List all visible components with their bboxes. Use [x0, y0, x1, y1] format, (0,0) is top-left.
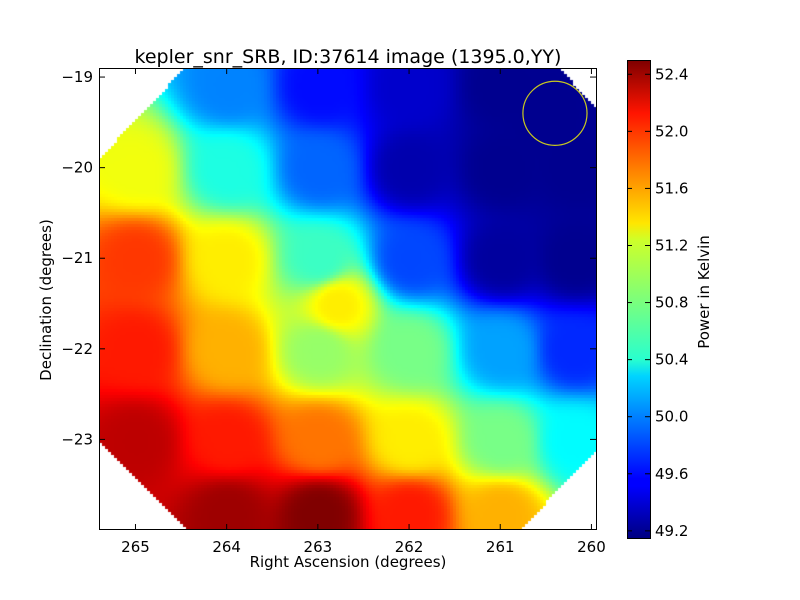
colorbar-tick-label: 49.6: [655, 465, 688, 483]
y-tick-label: −20: [61, 159, 93, 177]
y-axis-label: Declination (degrees): [37, 219, 55, 381]
colorbar-tick-label: 49.2: [655, 522, 688, 540]
colorbar-ticks: 49.2 49.6 50.0 50.4 50.8 51.2 51.6 52.0 52.4: [627, 65, 688, 540]
heatmap-image: [99, 68, 596, 530]
x-tick-label: 264: [212, 538, 241, 556]
y-tick-label: −22: [61, 340, 93, 358]
colorbar-tick-label: 50.4: [655, 351, 688, 369]
colorbar-tick-label: 52.0: [655, 122, 688, 140]
colorbar-label: Power in Kelvin: [695, 235, 713, 349]
colorbar-tick-label: 51.2: [655, 236, 688, 254]
x-tick-label: 262: [395, 538, 424, 556]
chart-title: kepler_snr_SRB, ID:37614 image (1395.0,Y…: [135, 46, 562, 68]
x-axis-label: Right Ascension (degrees): [250, 553, 447, 571]
x-tick-label: 265: [121, 538, 150, 556]
colorbar: [627, 60, 651, 539]
x-tick-label: 261: [486, 538, 515, 556]
x-tick-label: 263: [304, 538, 333, 556]
y-tick-label: −19: [61, 68, 93, 86]
colorbar-tick-label: 52.4: [655, 65, 688, 83]
y-tick-label: −23: [61, 430, 93, 448]
colorbar-tick-label: 51.6: [655, 179, 688, 197]
colorbar-tick-label: 50.0: [655, 408, 688, 426]
colorbar-tick-label: 50.8: [655, 294, 688, 312]
x-tick-label: 260: [577, 538, 606, 556]
y-tick-label: −21: [61, 249, 93, 267]
